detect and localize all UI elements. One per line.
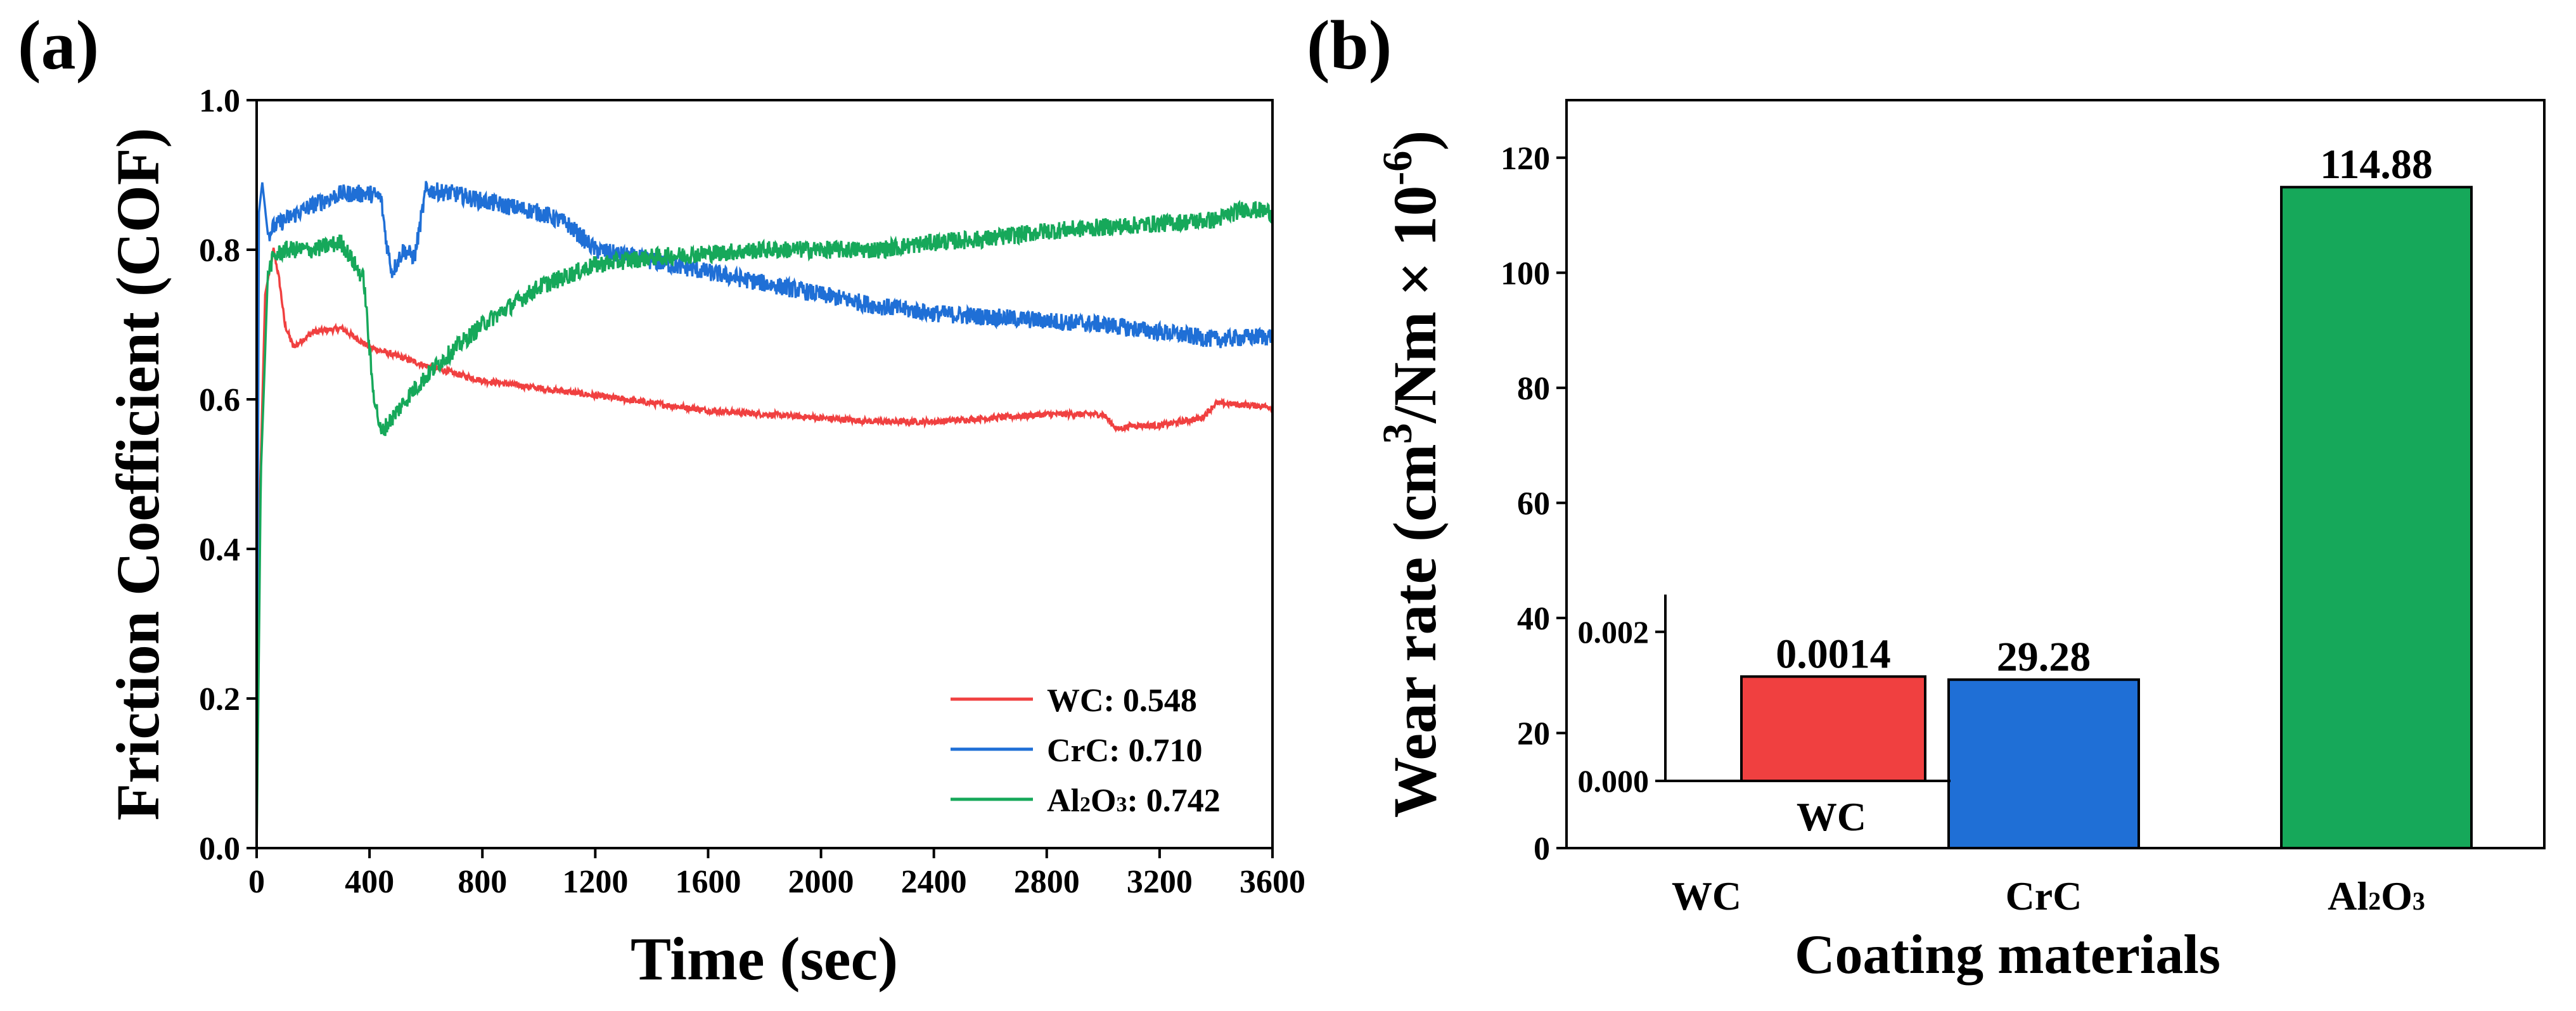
figure: (a) 0 400 800 1200 1600 2000 2400 2800 3200 3600 … [0, 0, 2576, 1011]
inset-value-label-wc: 0.0014 [1776, 631, 1891, 677]
legend-label-wc: WC: 0.548 [1047, 683, 1197, 719]
y-tick-label: 100 [1501, 255, 1550, 292]
x-tick-label: 3600 [1240, 864, 1305, 900]
inset-bar-wc [1741, 676, 1925, 781]
bar-al2o3 [2281, 187, 2471, 848]
panel-a: (a) 0 400 800 1200 1600 2000 2400 2800 3200 3600 … [18, 6, 1305, 993]
y-tick-label: 0.2 [199, 681, 240, 718]
inset-y-ticks: 0.000 0.002 [1578, 614, 1666, 799]
x-tick-label: 2400 [901, 864, 967, 900]
chart-b-x-tick-labels: WC CrC Al2O3 [1672, 873, 2425, 918]
chart-b-y-axis-title: Wear rate (cm3/Nm × 10-6) [1375, 131, 1449, 818]
x-tick-label-wc: WC [1672, 873, 1741, 918]
x-tick-label: 800 [458, 864, 507, 900]
y-tick-label: 120 [1501, 141, 1550, 177]
panel-b-label: (b) [1307, 6, 1392, 84]
y-tick-label: 20 [1517, 716, 1550, 752]
x-tick-label: 0 [248, 864, 265, 900]
x-tick-label-al2o3: Al2O3 [2328, 873, 2425, 918]
x-tick-label: 1600 [675, 864, 741, 900]
chart-a-legend: WC: 0.548 CrC: 0.710 Al2O3: 0.742 [951, 683, 1221, 819]
x-tick-label: 3200 [1127, 864, 1193, 900]
chart-b-y-ticks: 0 20 40 60 80 100 120 [1501, 141, 1567, 867]
x-tick-label: 1200 [562, 864, 628, 900]
legend-label-al2o3: Al2O3: 0.742 [1047, 783, 1221, 819]
y-tick-label: 0.0 [199, 831, 240, 867]
panel-b: (b) 29.28 114.88 0 20 40 60 80 100 120 WC CrC … [1307, 6, 2544, 986]
chart-a-x-axis-title: Time (sec) [631, 925, 898, 993]
inset-y-tick-label: 0.002 [1578, 614, 1650, 650]
y-tick-label: 0.8 [199, 233, 240, 269]
inset-chart-wc: 0.000 0.002 0.0014 WC [1578, 595, 1951, 839]
y-tick-label: 0 [1534, 831, 1550, 867]
panel-a-label: (a) [18, 6, 99, 84]
bar-value-label-crc: 29.28 [1997, 634, 2091, 680]
y-tick-label: 60 [1517, 486, 1550, 522]
x-tick-label-crc: CrC [2006, 873, 2082, 918]
bar-value-label-al2o3: 114.88 [2320, 141, 2433, 188]
x-tick-label: 400 [345, 864, 394, 900]
legend-label-crc: CrC: 0.710 [1047, 733, 1203, 769]
bar-crc [1949, 679, 2139, 848]
chart-a-y-axis-title: Friction Coefficient (COF) [104, 128, 172, 821]
chart-b-x-axis-title: Coating materials [1795, 924, 2220, 986]
inset-category-label-wc: WC [1797, 794, 1866, 839]
y-tick-label: 0.4 [199, 532, 240, 568]
chart-a-x-ticks: 0 400 800 1200 1600 2000 2400 2800 3200 3600 [248, 848, 1305, 900]
x-tick-label: 2000 [788, 864, 854, 900]
y-tick-label: 40 [1517, 601, 1550, 637]
chart-a-y-ticks: 0.0 0.2 0.4 0.6 0.8 1.0 [199, 83, 257, 867]
x-tick-label: 2800 [1014, 864, 1080, 900]
y-tick-label: 0.6 [199, 382, 240, 418]
y-tick-label: 1.0 [199, 83, 240, 119]
inset-y-tick-label: 0.000 [1578, 763, 1650, 799]
y-tick-label: 80 [1517, 371, 1550, 407]
